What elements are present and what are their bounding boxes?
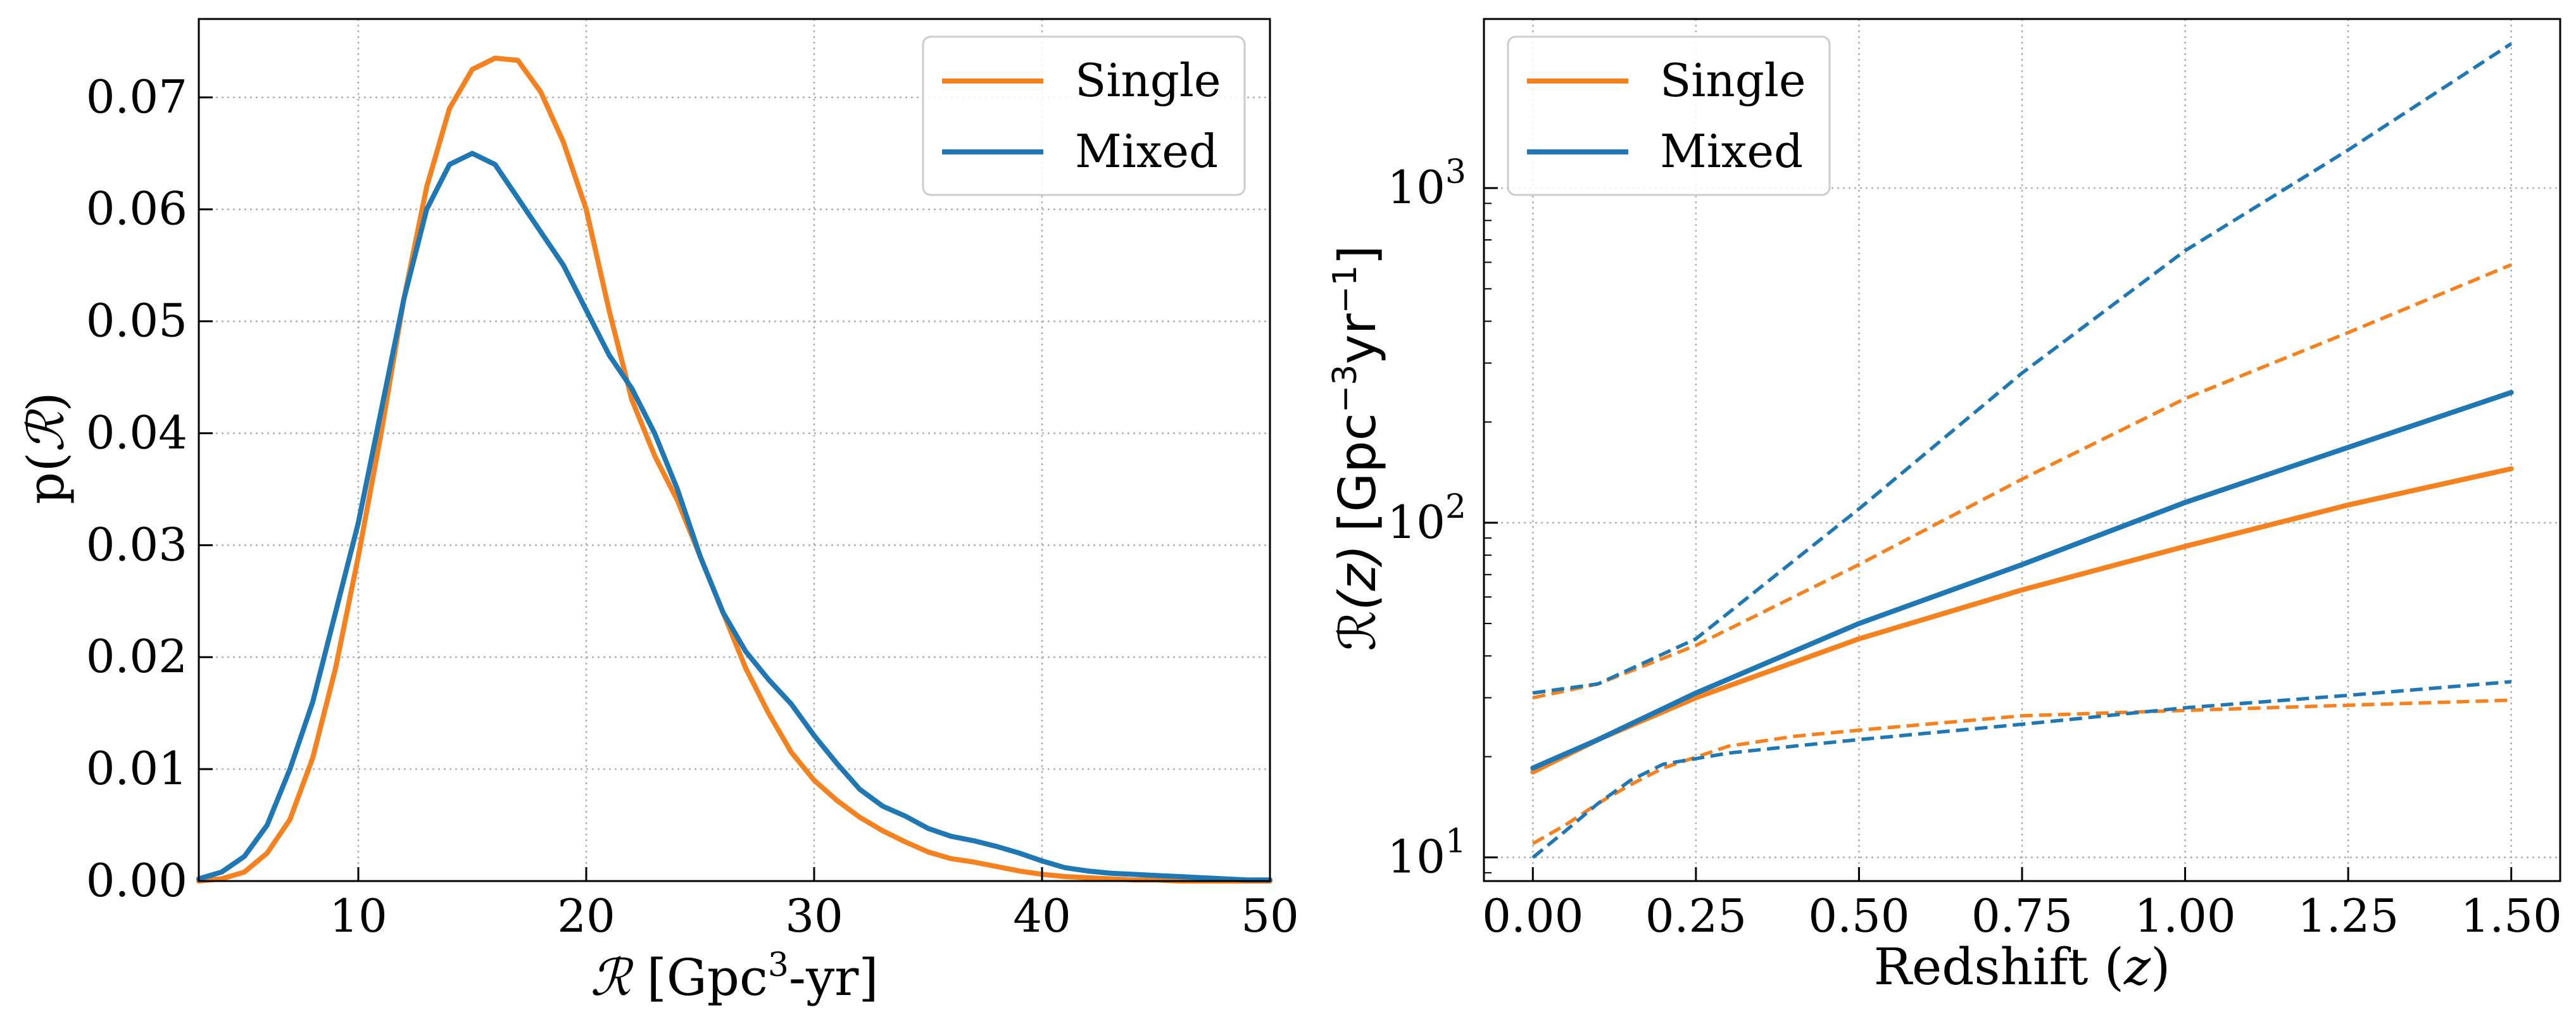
left-x-tick-label: 20 — [557, 889, 615, 942]
left-legend: Single Mixed — [922, 35, 1246, 196]
left-y-axis-label: p(ℛ) — [16, 392, 75, 504]
left-series-lines — [196, 55, 1272, 884]
right-series-single-lower-bound-line — [1531, 698, 2511, 846]
right-y-axis-unit-exp2: −1 — [1326, 265, 1364, 314]
left-y-tick-label: 0.01 — [86, 742, 187, 795]
left-x-axis-unit-tail: -yr] — [789, 948, 879, 1007]
left-ticks: 10 20 30 40 50 0.00 0.01 0.02 0.03 0.04 0.05 0.06 0.… — [86, 70, 1299, 942]
left-x-tick-label: 40 — [1013, 889, 1071, 942]
right-y-axis-symbol: ℛ — [1328, 611, 1387, 651]
right-y-tick-label: 103 — [1387, 153, 1466, 214]
left-y-tick-label: 0.07 — [86, 70, 187, 123]
right-series-lines — [1530, 42, 2514, 859]
left-x-axis-symbol: ℛ — [590, 948, 634, 1007]
right-x-axis-close: ) — [2151, 937, 2170, 996]
right-y-tick-label: 102 — [1387, 488, 1466, 549]
right-x-tick-label: 0.75 — [1971, 889, 2073, 942]
right-x-axis-symbol: z — [2123, 937, 2151, 996]
left-legend-mixed-label: Mixed — [1075, 125, 1218, 178]
left-x-axis-unit: [Gpc — [647, 948, 768, 1007]
right-x-tick-label: 1.25 — [2297, 889, 2399, 942]
left-y-axis-label-pre: p( — [16, 452, 75, 504]
left-x-tick-label: 10 — [329, 889, 387, 942]
left-series-single-line — [196, 55, 1272, 884]
right-y-axis-unit-end: ] — [1328, 246, 1387, 265]
left-x-tick-label: 30 — [785, 889, 843, 942]
left-y-tick-label: 0.06 — [86, 182, 187, 235]
right-legend: Single Mixed — [1507, 35, 1831, 196]
right-x-tick-label: 0.00 — [1482, 889, 1583, 942]
panel-rate-distribution: 10 20 30 40 50 0.00 0.01 0.02 0.03 0.04 0.05 0.06 0.… — [16, 18, 1299, 1007]
left-y-axis-symbol: ℛ — [16, 408, 75, 452]
right-y-axis-unit-exp1: −3 — [1326, 365, 1364, 413]
right-ticks: 0.00 0.25 0.50 0.75 1.00 1.25 1.50 101 102 103 — [1387, 153, 2562, 942]
left-legend-single-label: Single — [1075, 54, 1221, 107]
right-x-tick-label: 1.50 — [2461, 889, 2562, 942]
left-y-tick-label: 0.02 — [86, 630, 187, 683]
right-legend-single-label: Single — [1660, 54, 1806, 107]
left-y-axis-label-post: ) — [16, 392, 75, 411]
right-x-tick-label: 1.00 — [2134, 889, 2235, 942]
right-x-axis-text: Redshift ( — [1874, 937, 2124, 996]
right-series-mixed-lower-bound-line — [1531, 680, 2511, 859]
panel-rate-vs-redshift: 0.00 0.25 0.50 0.75 1.00 1.25 1.50 101 102 103 Re… — [1326, 18, 2562, 996]
left-legend-box — [922, 35, 1246, 196]
right-x-axis-label: Redshift (z) — [1874, 937, 2171, 996]
left-y-tick-label: 0.03 — [86, 518, 187, 571]
right-x-tick-label: 0.25 — [1645, 889, 1747, 942]
right-series-mixed-line — [1530, 390, 2514, 771]
left-x-tick-label: 50 — [1241, 889, 1299, 942]
right-series-mixed-upper-bound-line — [1532, 42, 2513, 695]
right-x-tick-label: 0.50 — [1808, 889, 1909, 942]
left-y-tick-label: 0.04 — [86, 406, 187, 459]
right-y-axis-unit-mid: yr — [1328, 313, 1387, 364]
left-series-mixed-line — [196, 151, 1272, 883]
left-x-axis-label: ℛ [Gpc3-yr] — [590, 946, 878, 1007]
left-y-tick-label: 0.05 — [86, 294, 187, 347]
left-plot-frame — [198, 18, 1271, 882]
right-y-tick-label: 101 — [1387, 823, 1466, 884]
left-x-axis-unit-exponent: 3 — [768, 946, 789, 984]
right-legend-box — [1507, 35, 1831, 196]
right-y-axis-unit: [Gpc — [1328, 413, 1387, 532]
right-legend-mixed-label: Mixed — [1660, 125, 1803, 178]
right-y-axis-z: (z) — [1328, 544, 1387, 610]
left-y-tick-label: 0.00 — [86, 854, 187, 907]
right-y-axis-label: ℛ(z) [Gpc−3yr−1] — [1326, 246, 1387, 651]
